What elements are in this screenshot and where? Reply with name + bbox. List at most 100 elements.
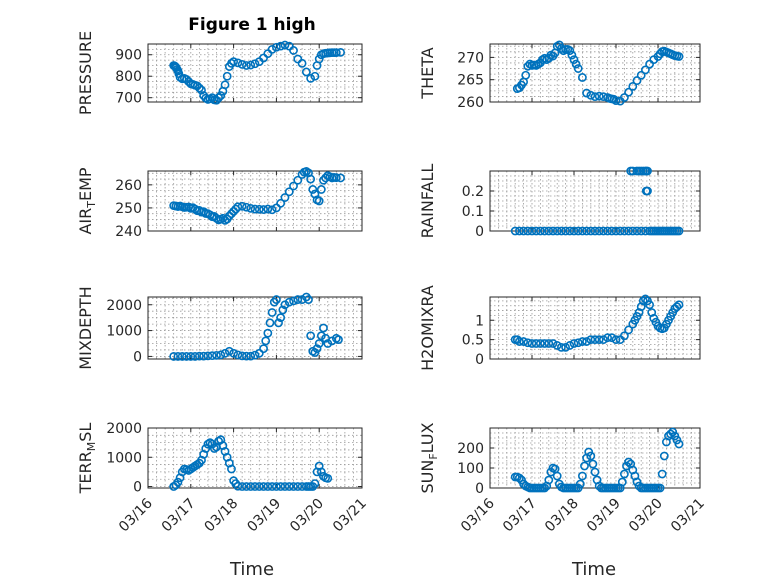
y-tick-label: 0.1 <box>462 204 484 220</box>
data-point <box>233 58 243 68</box>
data-point <box>267 482 277 491</box>
data-point <box>336 47 345 57</box>
data-point <box>641 294 650 304</box>
data-point <box>334 335 343 345</box>
data-point <box>641 65 650 75</box>
y-tick-label: 0 <box>475 481 484 497</box>
data-point <box>216 91 226 100</box>
data-point <box>331 173 341 183</box>
data-point <box>254 348 264 358</box>
data-point <box>607 333 617 343</box>
subplot-theta: 260 265 270 THETA <box>418 40 701 111</box>
x-tick-label: 03/20 <box>626 496 666 536</box>
data-point <box>567 50 577 60</box>
data-point <box>220 80 230 90</box>
data-point <box>624 325 633 335</box>
data-point <box>552 341 562 350</box>
data-point <box>641 226 650 236</box>
data-point <box>267 205 277 215</box>
y-tick-label: 0 <box>475 352 484 368</box>
data-point <box>515 226 524 236</box>
subplot-mixdepth: 0 1000 2000 MIXDEPTH <box>76 286 363 370</box>
axes-frame <box>489 427 701 489</box>
data-point <box>611 226 621 236</box>
y-axis-label: PRESSURE <box>76 31 95 115</box>
y-tick-label: 0 <box>133 349 142 365</box>
data-point <box>582 337 591 346</box>
data-point <box>289 181 298 191</box>
x-tick-label: 03/18 <box>542 496 582 536</box>
data-point <box>308 185 318 194</box>
data-point <box>254 482 264 491</box>
data-point <box>289 296 298 306</box>
data-point <box>666 429 675 439</box>
data-point <box>586 226 596 236</box>
data-point <box>242 351 251 361</box>
data-point <box>237 351 247 361</box>
data-point <box>578 226 587 236</box>
data-markers <box>169 167 345 225</box>
data-point <box>620 469 629 479</box>
data-point <box>580 461 589 471</box>
x-tick-label: 03/18 <box>202 496 242 536</box>
data-point <box>573 338 583 348</box>
data-point <box>540 339 549 348</box>
data-point <box>190 352 200 361</box>
y-tick-label: 100 <box>457 461 484 477</box>
data-point <box>578 337 587 346</box>
y-tick-label: 800 <box>115 69 142 85</box>
data-point <box>544 339 554 348</box>
data-point <box>552 226 562 236</box>
data-point <box>284 187 294 197</box>
data-point <box>186 352 196 361</box>
data-point <box>263 204 273 214</box>
data-point <box>628 81 638 91</box>
data-point <box>265 318 275 328</box>
data-point <box>540 483 549 493</box>
y-tick-label: 2000 <box>106 298 142 314</box>
data-point <box>250 350 260 360</box>
data-point <box>263 482 273 491</box>
data-point <box>254 204 264 214</box>
data-point <box>599 335 608 345</box>
data-point <box>617 477 627 487</box>
data-point <box>284 482 294 491</box>
data-point <box>199 351 209 361</box>
data-point <box>523 226 533 236</box>
data-point <box>594 335 604 345</box>
data-point <box>569 339 579 348</box>
data-point <box>657 469 667 479</box>
x-tick-label: 03/19 <box>244 496 284 536</box>
y-tick-label: 265 <box>457 73 484 89</box>
data-point <box>557 44 566 53</box>
data-point <box>674 226 684 236</box>
figure-title: Figure 1 high <box>188 15 316 35</box>
data-point <box>620 93 629 102</box>
data-point <box>331 48 341 57</box>
data-point <box>527 339 537 348</box>
data-point <box>590 92 600 102</box>
y-tick-label: 1 <box>475 313 484 329</box>
data-point <box>674 300 684 310</box>
data-point <box>565 46 575 56</box>
data-point <box>323 473 333 483</box>
y-axis-label: TERRMSL <box>76 423 98 495</box>
data-point <box>263 328 273 338</box>
data-point <box>531 226 541 236</box>
x-tick-label: 03/21 <box>668 496 708 536</box>
subplot-air-temp: 240 250 260 AIRTEMP <box>76 167 363 240</box>
data-point <box>194 351 204 361</box>
data-point <box>565 341 575 350</box>
data-point <box>242 61 251 70</box>
data-point <box>578 471 587 481</box>
data-point <box>246 60 256 70</box>
x-tick-label: 03/20 <box>287 496 327 536</box>
y-tick-label: 0.5 <box>462 333 484 349</box>
data-point <box>289 46 298 55</box>
subplot-h2omixra: 0 0.5 1 H2OMIXRA <box>418 285 701 371</box>
data-point <box>310 479 320 489</box>
data-point <box>674 52 684 61</box>
data-point <box>280 193 290 202</box>
data-point <box>674 439 684 449</box>
data-point <box>632 226 642 236</box>
